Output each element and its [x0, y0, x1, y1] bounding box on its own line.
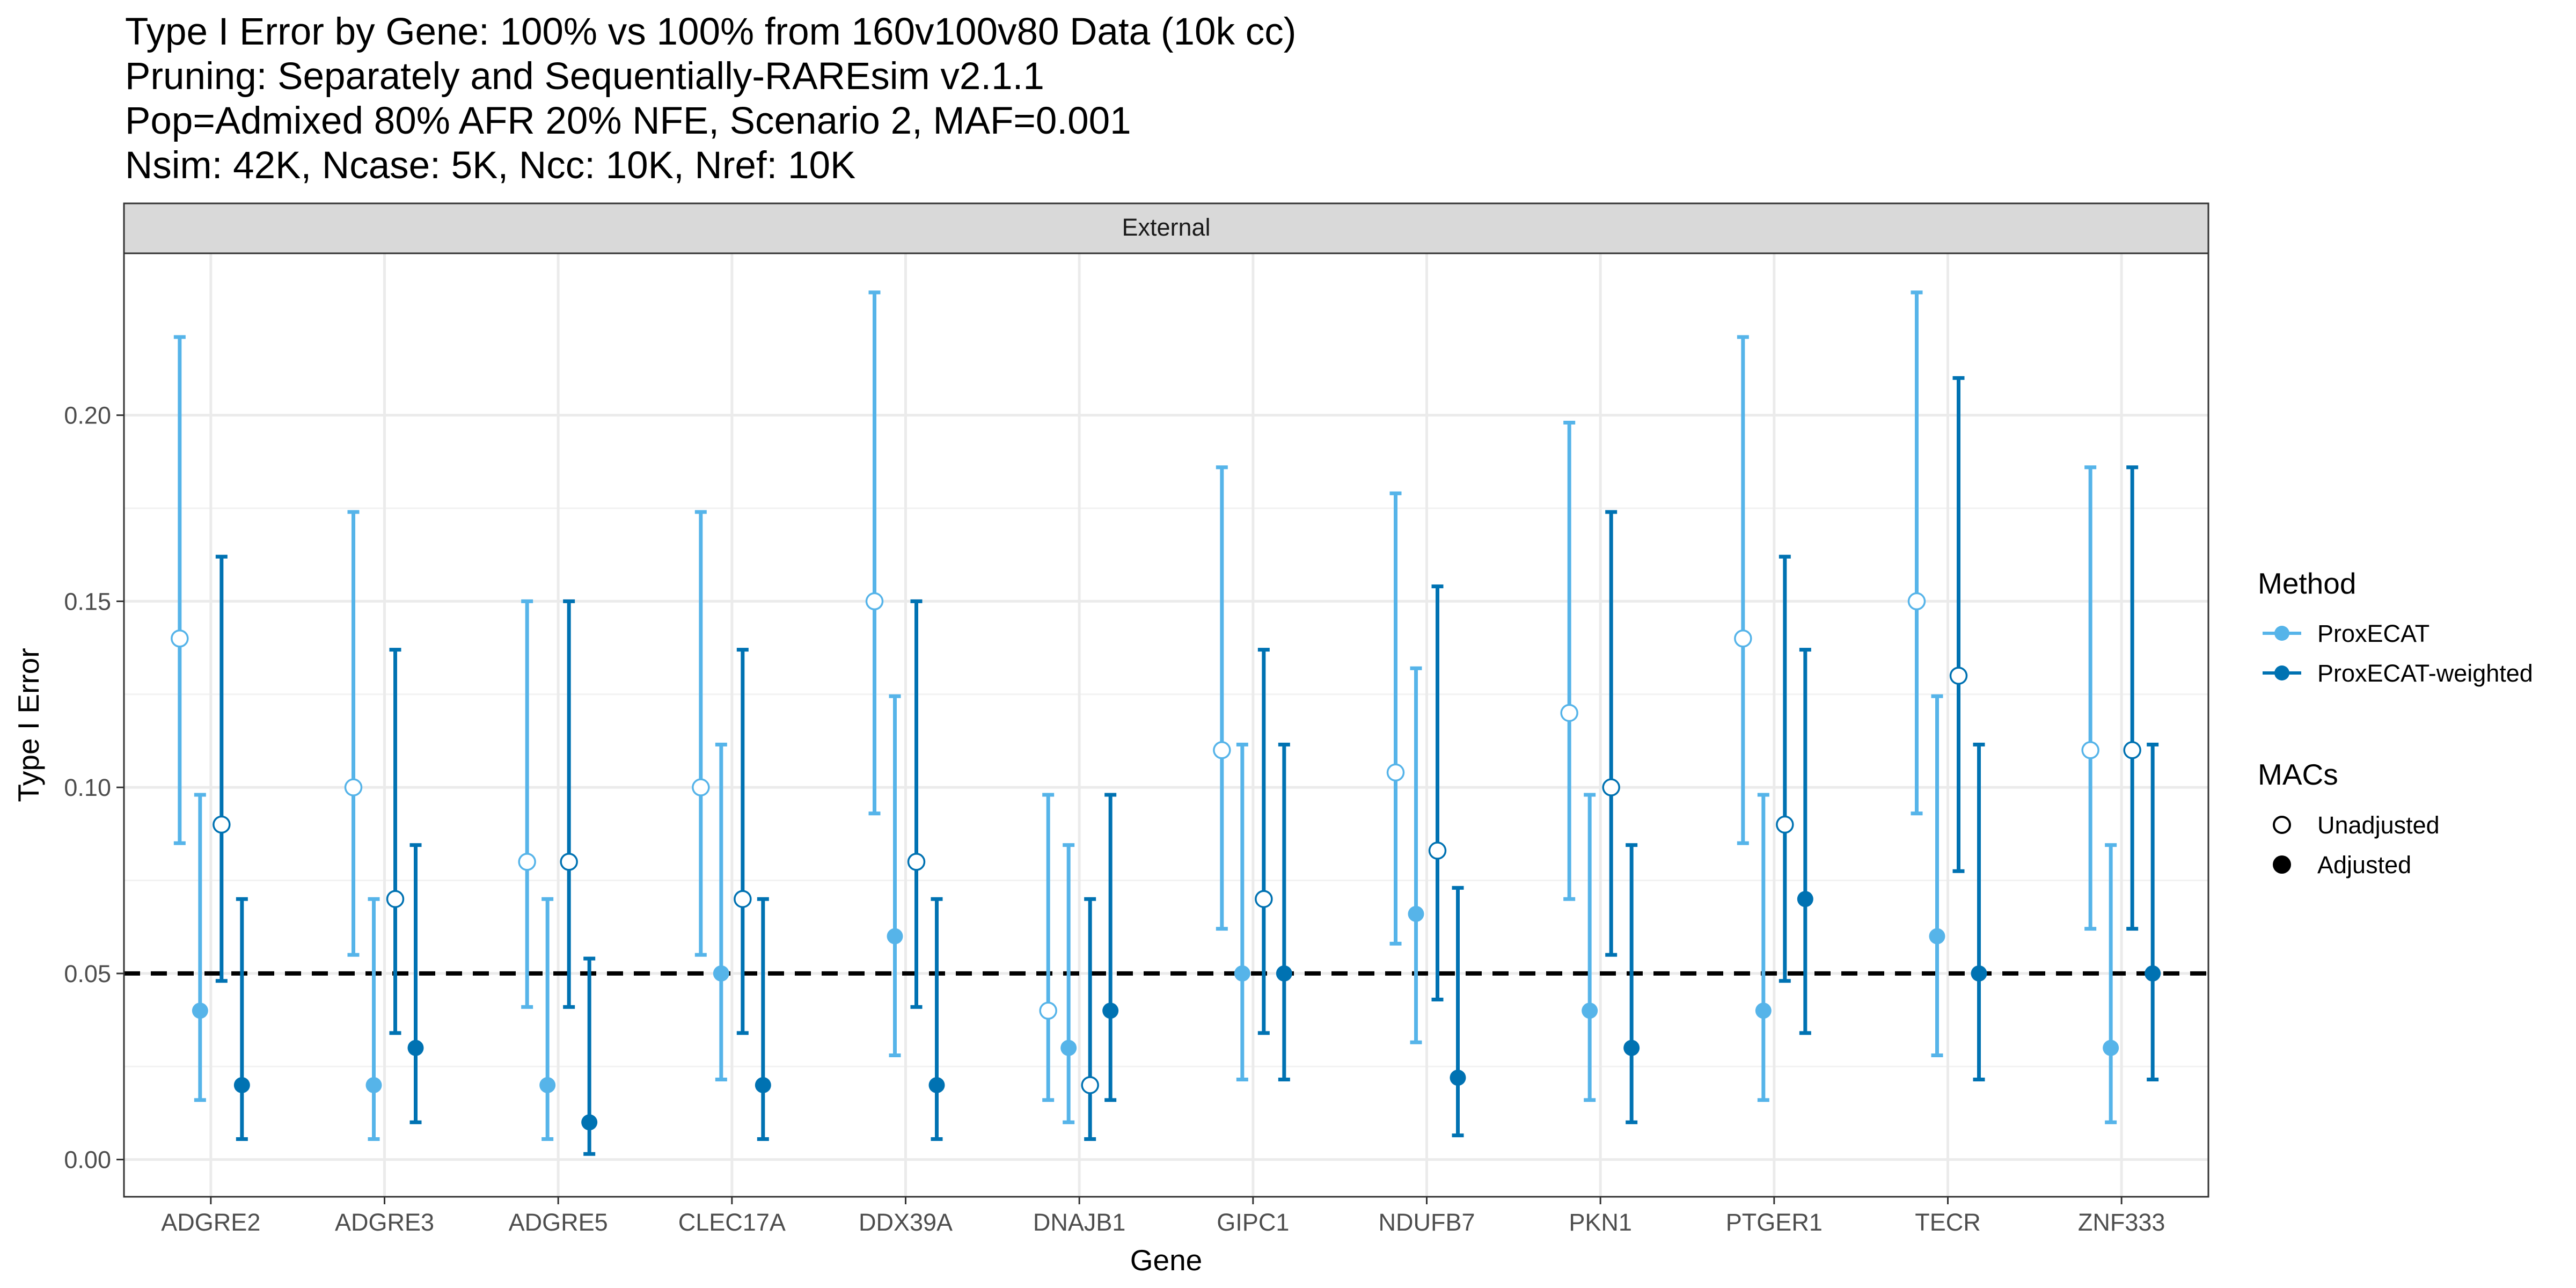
data-point-unadjusted — [1255, 890, 1273, 908]
data-point-unadjusted — [518, 853, 536, 871]
x-tick-label: DNAJB1 — [1033, 1209, 1126, 1236]
data-point-unadjusted — [1386, 763, 1405, 782]
data-point-unadjusted — [1776, 815, 1794, 834]
series-proxecat-adjusted — [192, 666, 2119, 1141]
panel-background — [124, 253, 2208, 1197]
grid-lines — [124, 253, 2208, 1197]
y-tick-label: 0.00 — [64, 1146, 111, 1174]
data-point-unadjusted — [2123, 741, 2141, 759]
data-point-unadjusted — [171, 630, 189, 648]
data-point-adjusted — [539, 1077, 556, 1093]
data-point-unadjusted — [1081, 1076, 1099, 1094]
legend-macs-adjusted: Adjusted — [2317, 851, 2411, 879]
x-tick-label: NDUFB7 — [1378, 1209, 1475, 1236]
x-tick-label: PTGER1 — [1726, 1209, 1823, 1236]
y-axis-title: Type I Error — [12, 648, 45, 802]
data-point-adjusted — [755, 1077, 771, 1093]
y-tick-label: 0.20 — [64, 402, 111, 429]
title-line-2: Pruning: Separately and Sequentially-RAR… — [125, 55, 1044, 98]
y-tick-label: 0.15 — [64, 588, 111, 615]
data-point-adjusted — [1450, 1070, 1466, 1086]
data-point-unadjusted — [907, 853, 926, 871]
data-point-adjusted — [2145, 965, 2161, 982]
facet-strip — [123, 202, 2209, 254]
legend-method-title: Method — [2258, 567, 2356, 600]
x-tick-label: ADGRE2 — [161, 1209, 260, 1236]
x-tick-label: ZNF333 — [2078, 1209, 2165, 1236]
legend-method-proxecat: ProxECAT — [2317, 620, 2429, 647]
data-point-adjusted — [2103, 1040, 2119, 1056]
x-tick-label: ADGRE3 — [335, 1209, 434, 1236]
legend-key-unadjusted-point — [2273, 816, 2291, 834]
legend-macs-unadjusted: Unadjusted — [2317, 811, 2440, 839]
legend-macs-title: MACs — [2258, 758, 2338, 791]
data-point-unadjusted — [1428, 841, 1447, 860]
x-tick-label: GIPC1 — [1217, 1209, 1289, 1236]
legend-key-proxecat-point — [2274, 626, 2289, 641]
data-point-adjusted — [365, 1077, 382, 1093]
y-tick-label: 0.05 — [64, 960, 111, 987]
data-point-adjusted — [1408, 905, 1424, 922]
data-point-adjusted — [407, 1040, 424, 1056]
data-point-unadjusted — [2081, 741, 2099, 759]
data-point-unadjusted — [692, 778, 710, 796]
facet-strip-label: External — [1122, 214, 1210, 241]
data-point-unadjusted — [1602, 778, 1620, 796]
series-proxecat-weighted-adjusted — [233, 648, 2161, 1156]
chart-title: Type I Error by Gene: 100% vs 100% from … — [125, 10, 1296, 188]
data-point-adjusted — [928, 1077, 945, 1093]
data-point-unadjusted — [734, 890, 752, 908]
data-point-adjusted — [713, 965, 729, 982]
data-point-adjusted — [1755, 1002, 1772, 1019]
data-point-unadjusted — [1734, 630, 1752, 648]
data-point-adjusted — [1971, 965, 1987, 982]
data-point-unadjusted — [1039, 1001, 1057, 1020]
x-axis-title: Gene — [1130, 1243, 1203, 1277]
data-point-adjusted — [1060, 1040, 1077, 1056]
data-point-adjusted — [1102, 1002, 1119, 1019]
data-point-unadjusted — [386, 890, 405, 908]
title-line-4: Nsim: 42K, Ncase: 5K, Ncc: 10K, Nref: 10… — [125, 144, 856, 187]
x-tick-label: CLEC17A — [678, 1209, 786, 1236]
data-point-adjusted — [1623, 1040, 1640, 1056]
data-point-unadjusted — [1949, 667, 1968, 685]
data-point-adjusted — [1276, 965, 1292, 982]
x-axis-ticks: ADGRE2 ADGRE3 ADGRE5 CLEC17A DDX39A DNAJB1 GIP… — [161, 1197, 2165, 1236]
legend-method-proxecat-weighted: ProxECAT-weighted — [2317, 660, 2533, 687]
data-point-unadjusted — [1213, 741, 1231, 759]
series-proxecat-unadjusted — [171, 290, 2099, 1102]
y-tick-label: 0.10 — [64, 774, 111, 801]
data-marks — [171, 290, 2161, 1156]
data-point-adjusted — [1929, 928, 1945, 945]
data-point-unadjusted — [344, 778, 363, 796]
data-point-adjusted — [233, 1077, 250, 1093]
legend-key-adjusted-point — [2273, 855, 2291, 874]
data-point-unadjusted — [865, 592, 884, 611]
data-point-unadjusted — [1907, 592, 1926, 611]
legend: Method ProxECAT ProxECAT-weighted MACs U… — [2258, 567, 2533, 879]
data-point-unadjusted — [1560, 704, 1578, 722]
legend-key-proxecat-weighted-point — [2274, 665, 2289, 680]
data-point-adjusted — [1582, 1002, 1598, 1019]
data-point-adjusted — [1234, 965, 1250, 982]
data-point-unadjusted — [560, 853, 578, 871]
data-point-adjusted — [581, 1114, 598, 1131]
x-tick-label: PKN1 — [1569, 1209, 1632, 1236]
data-point-adjusted — [1797, 891, 1813, 908]
x-tick-label: TECR — [1915, 1209, 1981, 1236]
x-tick-label: DDX39A — [859, 1209, 953, 1236]
series-proxecat-weighted-unadjusted — [213, 376, 2141, 1141]
data-point-unadjusted — [213, 815, 231, 834]
title-line-3: Pop=Admixed 80% AFR 20% NFE, Scenario 2,… — [125, 100, 1131, 142]
y-axis-ticks: 0.00 0.05 0.10 0.15 0.20 — [64, 402, 124, 1174]
data-point-adjusted — [887, 928, 903, 945]
x-tick-label: ADGRE5 — [509, 1209, 608, 1236]
title-line-1: Type I Error by Gene: 100% vs 100% from … — [125, 11, 1297, 53]
data-point-adjusted — [192, 1002, 208, 1019]
